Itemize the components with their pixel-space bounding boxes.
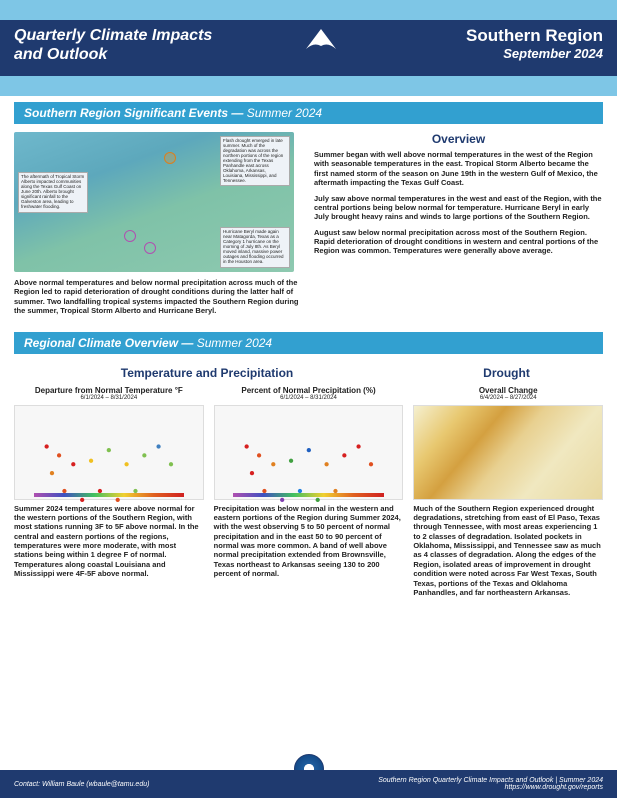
section2-prefix: Regional Climate Overview — [24, 336, 197, 350]
events-map: Flash drought emerged in late summer. Mu… [14, 132, 294, 272]
header-bar: Quarterly Climate Impacts and Outlook So… [0, 20, 617, 76]
temp-col: Departure from Normal Temperature °F 6/1… [14, 386, 204, 604]
footer-contact: Contact: William Baule (wbaule@tamu.edu) [14, 781, 149, 788]
precip-map [214, 405, 404, 500]
footer-right2: https://www.drought.gov/reports [378, 784, 603, 791]
region-name: Southern Region [466, 26, 603, 46]
bottom-sky-strip [0, 76, 617, 96]
section2-content: Temperature and Precipitation Drought De… [0, 362, 617, 604]
section1-title: Southern Region Significant Events — Sum… [14, 102, 603, 124]
section1-content: Flash drought emerged in late summer. Mu… [0, 132, 617, 322]
precip-colorbar [233, 493, 383, 497]
header-title: Quarterly Climate Impacts and Outlook [14, 26, 212, 70]
temp-map [14, 405, 204, 500]
section2-title: Regional Climate Overview — Summer 2024 [14, 332, 603, 354]
right-col: Overview Summer began with well above no… [314, 132, 603, 322]
overview-p3: August saw below normal precipitation ac… [314, 228, 603, 256]
left-col: Flash drought emerged in late summer. Mu… [14, 132, 304, 322]
callout-beryl: Hurricane Beryl made again near Matagord… [220, 227, 290, 268]
callout-drought: Flash drought emerged in late summer. Mu… [220, 136, 290, 186]
title-line2: and Outlook [14, 45, 212, 64]
precip-col: Percent of Normal Precipitation (%) 6/1/… [214, 386, 404, 604]
temp-title: Departure from Normal Temperature °F [14, 386, 204, 395]
precip-title: Percent of Normal Precipitation (%) [214, 386, 404, 395]
precip-dates: 6/1/2024 – 8/31/2024 [214, 395, 404, 401]
storm-marker-2 [144, 242, 156, 254]
left-summary: Above normal temperatures and below norm… [14, 278, 304, 316]
callout-alberto: The aftermath of Tropical Storm Alberto … [18, 172, 88, 213]
title-line1: Quarterly Climate Impacts [14, 26, 212, 45]
top-sky-strip [0, 0, 617, 20]
section1-prefix: Southern Region Significant Events — [24, 106, 247, 120]
footer-right: Southern Region Quarterly Climate Impact… [378, 777, 603, 791]
drought-marker [164, 152, 176, 164]
header-right: Southern Region September 2024 [466, 26, 603, 70]
issue-date: September 2024 [466, 46, 603, 61]
drought-heading: Drought [410, 366, 603, 380]
temp-dates: 6/1/2024 – 8/31/2024 [14, 395, 204, 401]
overview-p1: Summer began with well above normal temp… [314, 150, 603, 188]
drought-map [413, 405, 603, 500]
section2-em: Summer 2024 [197, 336, 272, 350]
section1-em: Summer 2024 [247, 106, 322, 120]
storm-marker-1 [124, 230, 136, 242]
drought-title: Overall Change [413, 386, 603, 395]
temp-precip-heading: Temperature and Precipitation [14, 366, 400, 380]
overview-heading: Overview [314, 132, 603, 146]
drought-col: Overall Change 6/4/2024 – 8/27/2024 Much… [413, 386, 603, 604]
drought-para: Much of the Southern Region experienced … [413, 504, 603, 598]
bird-logo [296, 24, 346, 64]
drought-dates: 6/4/2024 – 8/27/2024 [413, 395, 603, 401]
overview-p2: July saw above normal temperatures in th… [314, 194, 603, 222]
footer: Contact: William Baule (wbaule@tamu.edu)… [0, 770, 617, 798]
footer-right1: Southern Region Quarterly Climate Impact… [378, 777, 603, 784]
temp-colorbar [34, 493, 184, 497]
